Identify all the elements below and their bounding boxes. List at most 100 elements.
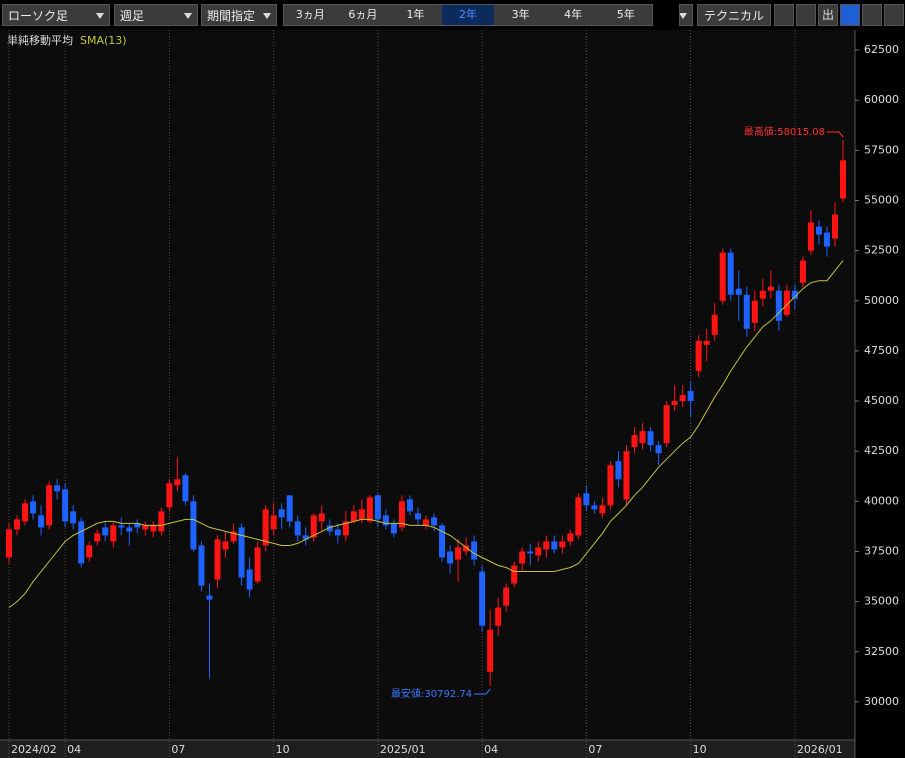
- candle-body: [294, 521, 301, 536]
- candle-body: [615, 461, 622, 480]
- candle-body: [14, 519, 21, 530]
- candle-body: [471, 541, 478, 560]
- candle-body: [86, 545, 93, 558]
- candle-body: [840, 160, 846, 199]
- period-mode-select[interactable]: 期間指定: [201, 4, 277, 26]
- candle-body: [318, 513, 325, 522]
- candle-body: [663, 405, 670, 444]
- indicator-name: 単純移動平均: [7, 33, 73, 47]
- candle-body: [22, 503, 29, 522]
- candle-body: [527, 551, 534, 554]
- candle-body: [791, 290, 798, 299]
- interval-select[interactable]: 週足: [114, 4, 198, 26]
- candle-body: [423, 519, 429, 526]
- candle-body: [118, 525, 125, 528]
- technical-button[interactable]: テクニカル: [697, 4, 771, 26]
- candle-body: [799, 260, 806, 283]
- candle-body: [783, 290, 790, 315]
- candle-body: [575, 497, 582, 536]
- candle-body: [431, 517, 438, 526]
- candle-body: [206, 595, 213, 600]
- x-tick-label: 07: [588, 743, 602, 756]
- range-button[interactable]: 2年: [441, 5, 495, 25]
- y-tick-label: 55000: [864, 193, 899, 206]
- candle-body: [559, 541, 566, 548]
- candle-body: [214, 539, 221, 580]
- candle-body: [807, 222, 814, 251]
- range-button[interactable]: 6ヵ月: [348, 8, 378, 21]
- candle-body: [70, 511, 77, 524]
- candle-body: [366, 497, 373, 522]
- candle-body: [567, 533, 574, 542]
- candle-body: [174, 479, 181, 486]
- range-button[interactable]: 1年: [406, 8, 425, 21]
- candle-body: [6, 529, 12, 558]
- candle-body: [94, 533, 101, 542]
- candle-body: [54, 485, 61, 492]
- more-dropdown[interactable]: [679, 4, 693, 26]
- candle-body: [679, 395, 686, 402]
- x-tick-label: 04: [67, 743, 81, 756]
- candle-body: [511, 565, 518, 584]
- candle-body: [342, 521, 349, 536]
- y-axis-area: [855, 30, 905, 758]
- x-tick-label: 2025/01: [380, 743, 426, 756]
- candle-body: [310, 515, 317, 538]
- candle-body: [270, 515, 277, 530]
- volume-icon[interactable]: 出: [818, 4, 838, 26]
- zoom-icon[interactable]: [796, 4, 816, 26]
- candle-body: [390, 523, 397, 534]
- y-tick-label: 37500: [864, 544, 899, 557]
- y-tick-label: 52500: [864, 244, 899, 257]
- y-tick-label: 47500: [864, 344, 899, 357]
- candle-body: [158, 511, 165, 532]
- folder-icon[interactable]: [884, 4, 904, 26]
- candle-body: [439, 525, 446, 558]
- candle-body: [759, 290, 766, 299]
- y-tick-label: 32500: [864, 645, 899, 658]
- area-icon[interactable]: [840, 4, 860, 26]
- candle-body: [503, 587, 510, 606]
- candle-body: [639, 431, 646, 444]
- range-button[interactable]: 4年: [564, 8, 583, 21]
- chart-style-select[interactable]: ローソク足: [2, 4, 110, 26]
- y-tick-label: 45000: [864, 394, 899, 407]
- candle-body: [246, 569, 253, 590]
- candle-body: [398, 501, 405, 528]
- candle-body: [735, 288, 742, 295]
- candle-body: [479, 571, 486, 626]
- candle-body: [487, 629, 494, 672]
- range-button[interactable]: 5年: [616, 8, 635, 21]
- candle-body: [134, 523, 141, 528]
- candle-body: [543, 541, 550, 550]
- candle-body: [286, 495, 293, 522]
- candle-body: [655, 445, 662, 454]
- save-icon[interactable]: [862, 4, 882, 26]
- candle-body: [254, 547, 261, 582]
- candle-body: [182, 475, 189, 502]
- candle-body: [455, 547, 462, 560]
- low-arrow: [474, 688, 491, 695]
- candle-body: [815, 226, 822, 235]
- candle-body: [414, 513, 421, 520]
- range-button[interactable]: 3ヵ月: [295, 8, 325, 21]
- candle-body: [831, 214, 838, 239]
- candle-body: [102, 527, 109, 536]
- candle-body: [110, 525, 117, 542]
- plot-background: [0, 30, 855, 740]
- x-tick-label: 2024/02: [11, 743, 57, 756]
- candle-body: [743, 294, 750, 329]
- range-button[interactable]: 3年: [511, 8, 530, 21]
- candle-body: [583, 493, 590, 506]
- x-tick-label: 04: [484, 743, 498, 756]
- candle-body: [382, 515, 389, 526]
- candle-body: [302, 535, 309, 540]
- y-tick-label: 42500: [864, 444, 899, 457]
- candle-body: [78, 521, 85, 564]
- candle-body: [46, 485, 53, 526]
- candle-body: [334, 529, 341, 536]
- draw-icon[interactable]: [774, 4, 794, 26]
- candle-body: [358, 509, 365, 520]
- candle-body: [166, 483, 173, 508]
- candle-body: [647, 431, 654, 446]
